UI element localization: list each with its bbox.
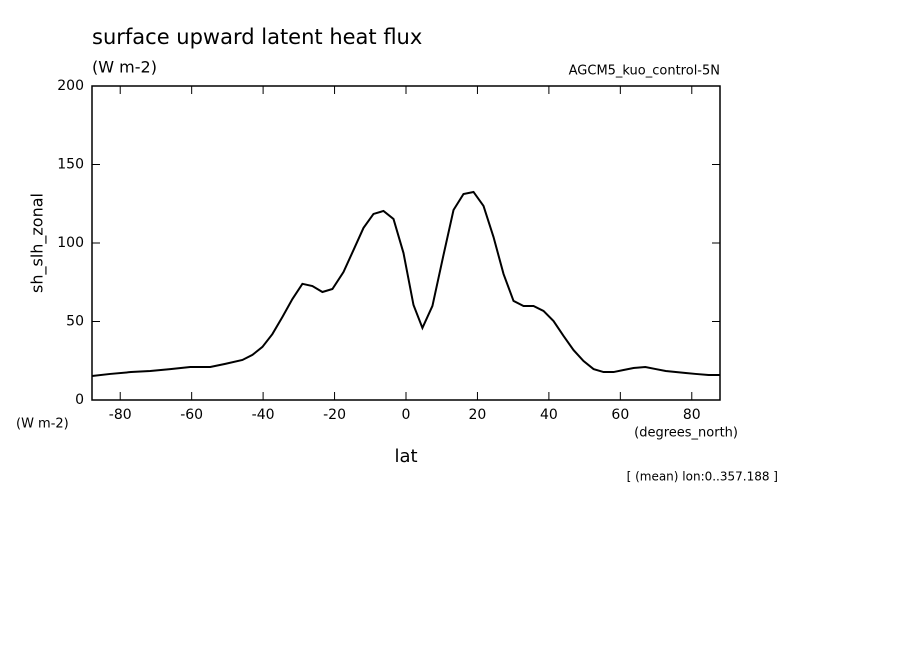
x-tick-label: 80 — [683, 407, 701, 423]
y-tick-label: 50 — [66, 314, 84, 330]
x-tick-label: -20 — [323, 407, 346, 423]
y-tick-label: 150 — [57, 157, 84, 173]
x-tick-label: 20 — [469, 407, 487, 423]
plot-frame — [91, 85, 721, 401]
data-line — [91, 190, 720, 377]
y-units: (W m-2) — [16, 417, 69, 432]
y-tick-label: 200 — [57, 78, 84, 94]
x-units: (degrees_north) — [634, 426, 738, 441]
x-tick-label: 40 — [540, 407, 558, 423]
experiment-label: AGCM5_kuo_control-5N — [569, 64, 720, 79]
y-tick-label: 0 — [75, 392, 84, 408]
x-tick-label: 0 — [402, 407, 411, 423]
x-tick-label: -60 — [180, 407, 203, 423]
chart-title: surface upward latent heat flux — [92, 25, 422, 49]
x-tick-label: -80 — [109, 407, 132, 423]
x-tick-label: -40 — [252, 407, 275, 423]
note: [ (mean) lon:0..357.188 ] — [627, 470, 778, 484]
y-tick-label: 100 — [57, 235, 84, 251]
y-axis-label: sh_slh_zonal — [28, 193, 48, 293]
subtitle: (W m-2) — [92, 58, 157, 77]
x-tick-label: 60 — [611, 407, 629, 423]
x-axis-label: lat — [394, 446, 417, 467]
